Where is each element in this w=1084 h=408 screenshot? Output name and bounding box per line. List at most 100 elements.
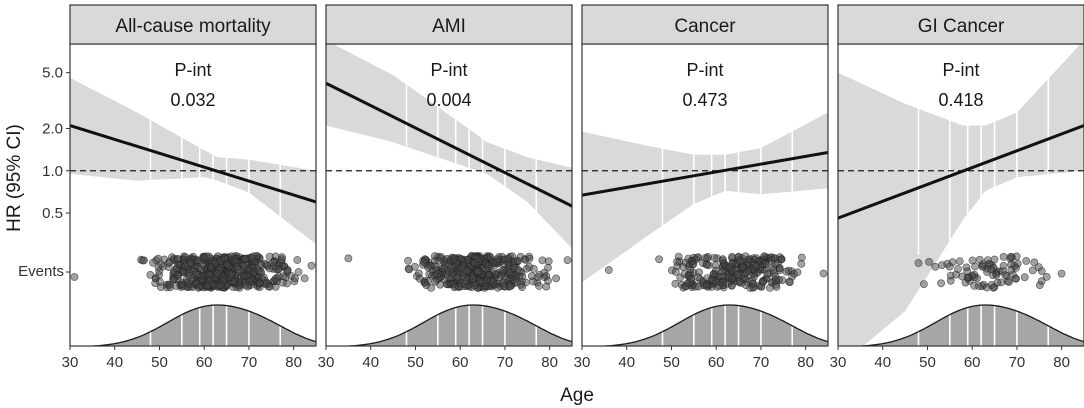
panel-2-event-point xyxy=(702,282,711,290)
panel-0-event-point xyxy=(151,279,160,287)
panel-0-strip xyxy=(69,4,317,45)
panel-3-event-point xyxy=(987,265,995,274)
panel-0-event-point xyxy=(202,252,211,261)
panel-1-event-point xyxy=(344,254,353,263)
panel-1-pint-label: P-int xyxy=(430,60,467,80)
panel-1-x-tick-label: 80 xyxy=(541,354,558,371)
panel-3-event-point xyxy=(983,283,991,292)
panel-0-event-point xyxy=(232,262,241,271)
panel-1-event-point xyxy=(484,270,493,279)
panel-0-event-point xyxy=(211,259,220,268)
panel-2-event-point xyxy=(793,268,802,277)
panel-1-event-point xyxy=(552,274,560,283)
panel-3-event-point xyxy=(955,257,964,265)
panel-2-event-point xyxy=(701,254,709,263)
panel-1-plot xyxy=(326,44,572,346)
panel-0-event-point xyxy=(178,280,186,289)
panel-1-event-point xyxy=(498,266,507,275)
panel-1-event-point xyxy=(563,256,572,264)
panel-0-event-point xyxy=(203,281,212,290)
panel-0-x-tick-label: 70 xyxy=(241,354,258,371)
panel-0-event-point xyxy=(294,268,303,276)
panel-2-hr-line xyxy=(582,150,828,197)
panel-2-event-point xyxy=(759,277,768,286)
panel-1-event-point xyxy=(440,264,448,273)
panel-1-event-point xyxy=(433,269,442,278)
panel-2-event-point xyxy=(604,266,613,274)
panel-3-event-point xyxy=(1035,281,1044,289)
panel-3-event-point xyxy=(925,257,933,266)
panel-3-x-tick-label: 30 xyxy=(830,354,847,371)
panel-0-ci-band xyxy=(70,77,316,245)
panel-2-event-point xyxy=(752,261,761,270)
panel-1-event-point xyxy=(415,274,424,283)
panel-3-event-point xyxy=(938,261,946,269)
panel-3-event-point xyxy=(999,261,1008,270)
panel-2-event-point xyxy=(771,280,780,289)
panel-1-event-point xyxy=(538,256,547,265)
panel-2-strip xyxy=(581,4,829,45)
panel-2-pint-value: 0.473 xyxy=(682,90,727,110)
y-axis-title: HR (95% CI) xyxy=(4,124,25,232)
panel-0-x-tick-label: 30 xyxy=(62,354,79,371)
panel-1-event-point xyxy=(405,265,414,274)
panel-3-strip xyxy=(837,4,1084,45)
panel-0-event-point xyxy=(239,271,248,280)
panel-2-event-point xyxy=(710,254,719,262)
panel-3-event-point xyxy=(920,280,928,288)
panel-2-pint-label: P-int xyxy=(686,60,723,80)
panel-1-event-point xyxy=(484,262,493,271)
panel-2-event-point xyxy=(763,270,772,279)
panel-0-event-point xyxy=(193,270,202,279)
panel-1-event-point xyxy=(504,254,513,263)
panel-3-strip-title: GI Cancer xyxy=(918,16,1005,37)
panel-2-event-point xyxy=(655,255,663,264)
panel-0-event-point xyxy=(227,269,236,278)
panel-1-hr-line xyxy=(326,81,572,208)
panel-1-event-point xyxy=(404,256,412,265)
panel-1-event-point xyxy=(525,262,534,271)
panel-2-event-point xyxy=(718,267,727,276)
panel-2-event-point xyxy=(673,257,681,266)
panel-2-event-point xyxy=(782,267,791,276)
panel-0-event-point xyxy=(223,260,232,269)
y-tick-label: 1.0 xyxy=(42,163,63,180)
panel-2-event-point xyxy=(715,281,723,290)
panel-3-event-point xyxy=(990,255,999,264)
y-tick-label: 0.5 xyxy=(42,205,63,222)
panel-0-event-point xyxy=(173,254,182,263)
panel-0-event-point xyxy=(181,253,190,262)
panel-0-event-point xyxy=(149,258,157,267)
panel-2-strip-title: Cancer xyxy=(674,16,736,37)
panel-3-event-point xyxy=(975,255,984,264)
panel-1-event-point xyxy=(450,283,459,292)
panel-2-event-point xyxy=(750,272,759,281)
panel-2-event-point xyxy=(694,273,702,282)
panel-0-event-point xyxy=(157,260,166,269)
panel-3-x-tick-label: 50 xyxy=(919,354,936,371)
panel-2-event-point xyxy=(684,254,693,263)
panel-3-event-point xyxy=(945,262,954,271)
panel-3-events xyxy=(914,252,1066,292)
panel-0-event-point xyxy=(241,255,250,263)
panel-2-x-tick-label: 70 xyxy=(753,354,770,371)
panel-2-event-point xyxy=(797,253,806,262)
panel-0-events xyxy=(70,252,316,292)
panel-2-event-point xyxy=(709,269,718,278)
panel-2-density-area xyxy=(605,305,828,346)
panel-2-event-point xyxy=(707,276,716,285)
panel-1-event-point xyxy=(422,281,431,289)
panel-2-event-point xyxy=(760,252,769,260)
panel-0-event-point xyxy=(248,254,256,262)
panel-3-event-point xyxy=(1037,267,1046,275)
panel-0-event-point xyxy=(216,281,225,290)
panel-0-pint-label: P-int xyxy=(174,60,211,80)
panel-1-event-point xyxy=(424,263,433,272)
panel-1-density-area xyxy=(349,305,572,346)
panel-3-event-point xyxy=(937,279,945,288)
panel-2-event-point xyxy=(733,270,741,279)
panel-3-event-point xyxy=(1057,269,1066,278)
panel-0-event-point xyxy=(213,269,222,278)
panel-3-event-point xyxy=(974,282,983,290)
panel-3-event-point xyxy=(1001,271,1010,279)
